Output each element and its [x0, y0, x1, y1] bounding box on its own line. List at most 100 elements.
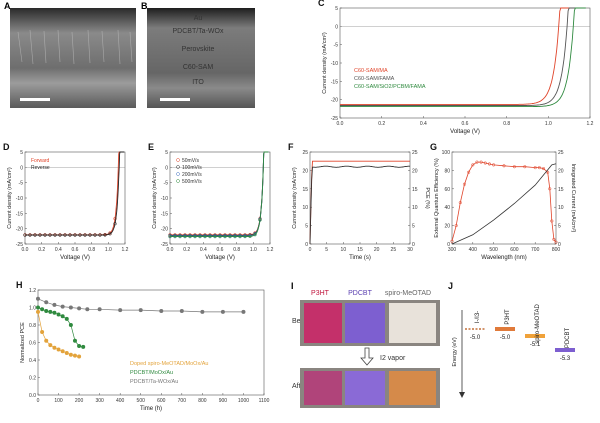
arrow-label: I2 vapor: [380, 355, 406, 362]
eqe-point: [523, 165, 527, 169]
legend-entry: 50mV/s: [182, 158, 199, 164]
y-tick-label: -5: [334, 43, 339, 49]
x-tick-label: 0.8: [503, 121, 510, 127]
x-axis-label: Voltage (V): [205, 255, 235, 261]
eqe-point: [492, 163, 496, 167]
eqe-point: [487, 162, 491, 166]
x-tick-label: 0.6: [462, 121, 469, 127]
x-axis-label: Voltage (V): [60, 255, 90, 261]
y-tick-label-right: 10: [558, 205, 564, 211]
x-tick-label: 0.2: [38, 247, 45, 253]
data-point: [243, 234, 247, 239]
category-label: P3HT: [505, 309, 511, 325]
data-point: [238, 234, 242, 239]
x-tick-label: 0.0: [337, 121, 344, 127]
data-point: [68, 352, 73, 357]
eqe-point: [552, 237, 556, 241]
y-tick-label-right: 15: [558, 187, 564, 193]
data-point: [36, 309, 40, 314]
y-tick-label: -20: [331, 98, 338, 104]
y-tick-label-right: 25: [558, 150, 564, 156]
data-point: [218, 234, 222, 239]
data-point: [68, 323, 73, 327]
x-tick-label: 1.0: [545, 121, 552, 127]
layer-labels: Au PDCBT/Ta-WOx Perovskite C60-SAM ITO: [173, 15, 224, 86]
x-tick-label: 0.2: [183, 247, 190, 253]
data-point: [44, 338, 49, 343]
panel-letter-e: E: [148, 142, 154, 152]
layer-label-c60sam: C60-SAM: [183, 64, 214, 71]
x-tick-label: 1100: [259, 398, 270, 404]
data-point: [52, 302, 57, 307]
y-tick-label: 0: [447, 242, 450, 248]
layer-label-au: Au: [194, 15, 203, 22]
eqe-point: [537, 166, 541, 170]
data-point: [23, 233, 27, 237]
y-tick-label-right: 20: [412, 168, 418, 174]
eqe-point: [483, 161, 487, 165]
y-tick-label: 5: [165, 150, 168, 156]
y-axis-label-right: PCE (%): [424, 187, 430, 209]
y-tick-label: 0.8: [29, 323, 36, 329]
data-point: [28, 233, 32, 237]
data-point: [98, 233, 102, 237]
data-point: [103, 233, 107, 237]
y-tick-label-right: 10: [412, 205, 418, 211]
legend-entry: 200mV/s: [182, 172, 202, 178]
x-tick-label: 100: [54, 398, 63, 404]
panel-e: 0.0 0.2 0.4 0.6 0.8 1.0 1.2 -25 -20 -15 -10 -5 0 5 Vol…: [148, 142, 274, 261]
x-tick-label: 0.8: [88, 247, 95, 253]
eqe-point: [550, 219, 554, 223]
data-point: [60, 314, 65, 319]
y-tick-label: 0.0: [29, 393, 36, 399]
data-point: [56, 347, 61, 352]
data-point: [36, 305, 40, 310]
y-axis-label-right: Integrated Current (mA/cm²): [570, 164, 576, 233]
x-tick-label: 10: [341, 247, 347, 253]
y-tick-label: 25: [302, 150, 308, 156]
data-point: [53, 233, 57, 237]
data-point: [68, 233, 72, 237]
eqe-line: [451, 161, 557, 243]
energy-axis-arrow: [459, 392, 465, 398]
data-point: [40, 307, 45, 312]
legend-entry: Doped spiro-MeOTAD/MoOx/Au: [130, 361, 208, 367]
y-axis-label: Current density (mA/cm²): [7, 167, 13, 229]
data-point: [85, 307, 90, 312]
film-p3ht-after: [304, 371, 342, 405]
eqe-point: [554, 240, 558, 244]
value-label: -5.0: [500, 335, 511, 341]
sem-image-a: [10, 8, 136, 108]
category-label: I-/I3-: [475, 311, 481, 323]
data-point: [64, 351, 69, 355]
data-point: [36, 296, 40, 301]
panel-d: 0.0 0.2 0.4 0.6 0.8 1.0 1.2 -25 -20 -15 -10 -5 0 5 Vol…: [3, 142, 129, 261]
y-tick-label: 80: [444, 168, 450, 174]
y-tick-label: -20: [161, 227, 168, 233]
x-tick-label: 600: [510, 247, 519, 253]
y-axis-label: Normalized PCE: [20, 322, 26, 363]
data-point: [188, 234, 192, 239]
plot-frame: [339, 7, 591, 119]
x-tick-label: 900: [219, 398, 228, 404]
y-tick-label: -10: [16, 196, 23, 202]
series-line-0: [309, 160, 410, 245]
x-tick-label: 0.0: [167, 247, 174, 253]
legend-marker: [176, 158, 180, 162]
film-pdcbt-after: [345, 371, 385, 405]
data-point: [58, 233, 62, 237]
eqe-point: [471, 163, 475, 167]
data-point: [40, 330, 45, 334]
legend-entry: PDCBT/MoOx/Au: [130, 370, 173, 376]
data-point: [93, 233, 97, 237]
eqe-point: [467, 170, 471, 174]
y-tick-label-right: 25: [412, 150, 418, 156]
panel-j: J Energy (eV) I-/I3- -5.0 P3HT -5.0 spiro-MeOT…: [448, 281, 575, 398]
legend-marker: [176, 165, 180, 169]
x-tick-label: 1.0: [250, 247, 257, 253]
x-tick-label: 0: [309, 247, 312, 253]
y-tick-label: 40: [444, 205, 450, 211]
legend-entry: Forward: [31, 158, 50, 164]
x-tick-label: 200: [75, 398, 84, 404]
data-point: [38, 233, 42, 237]
